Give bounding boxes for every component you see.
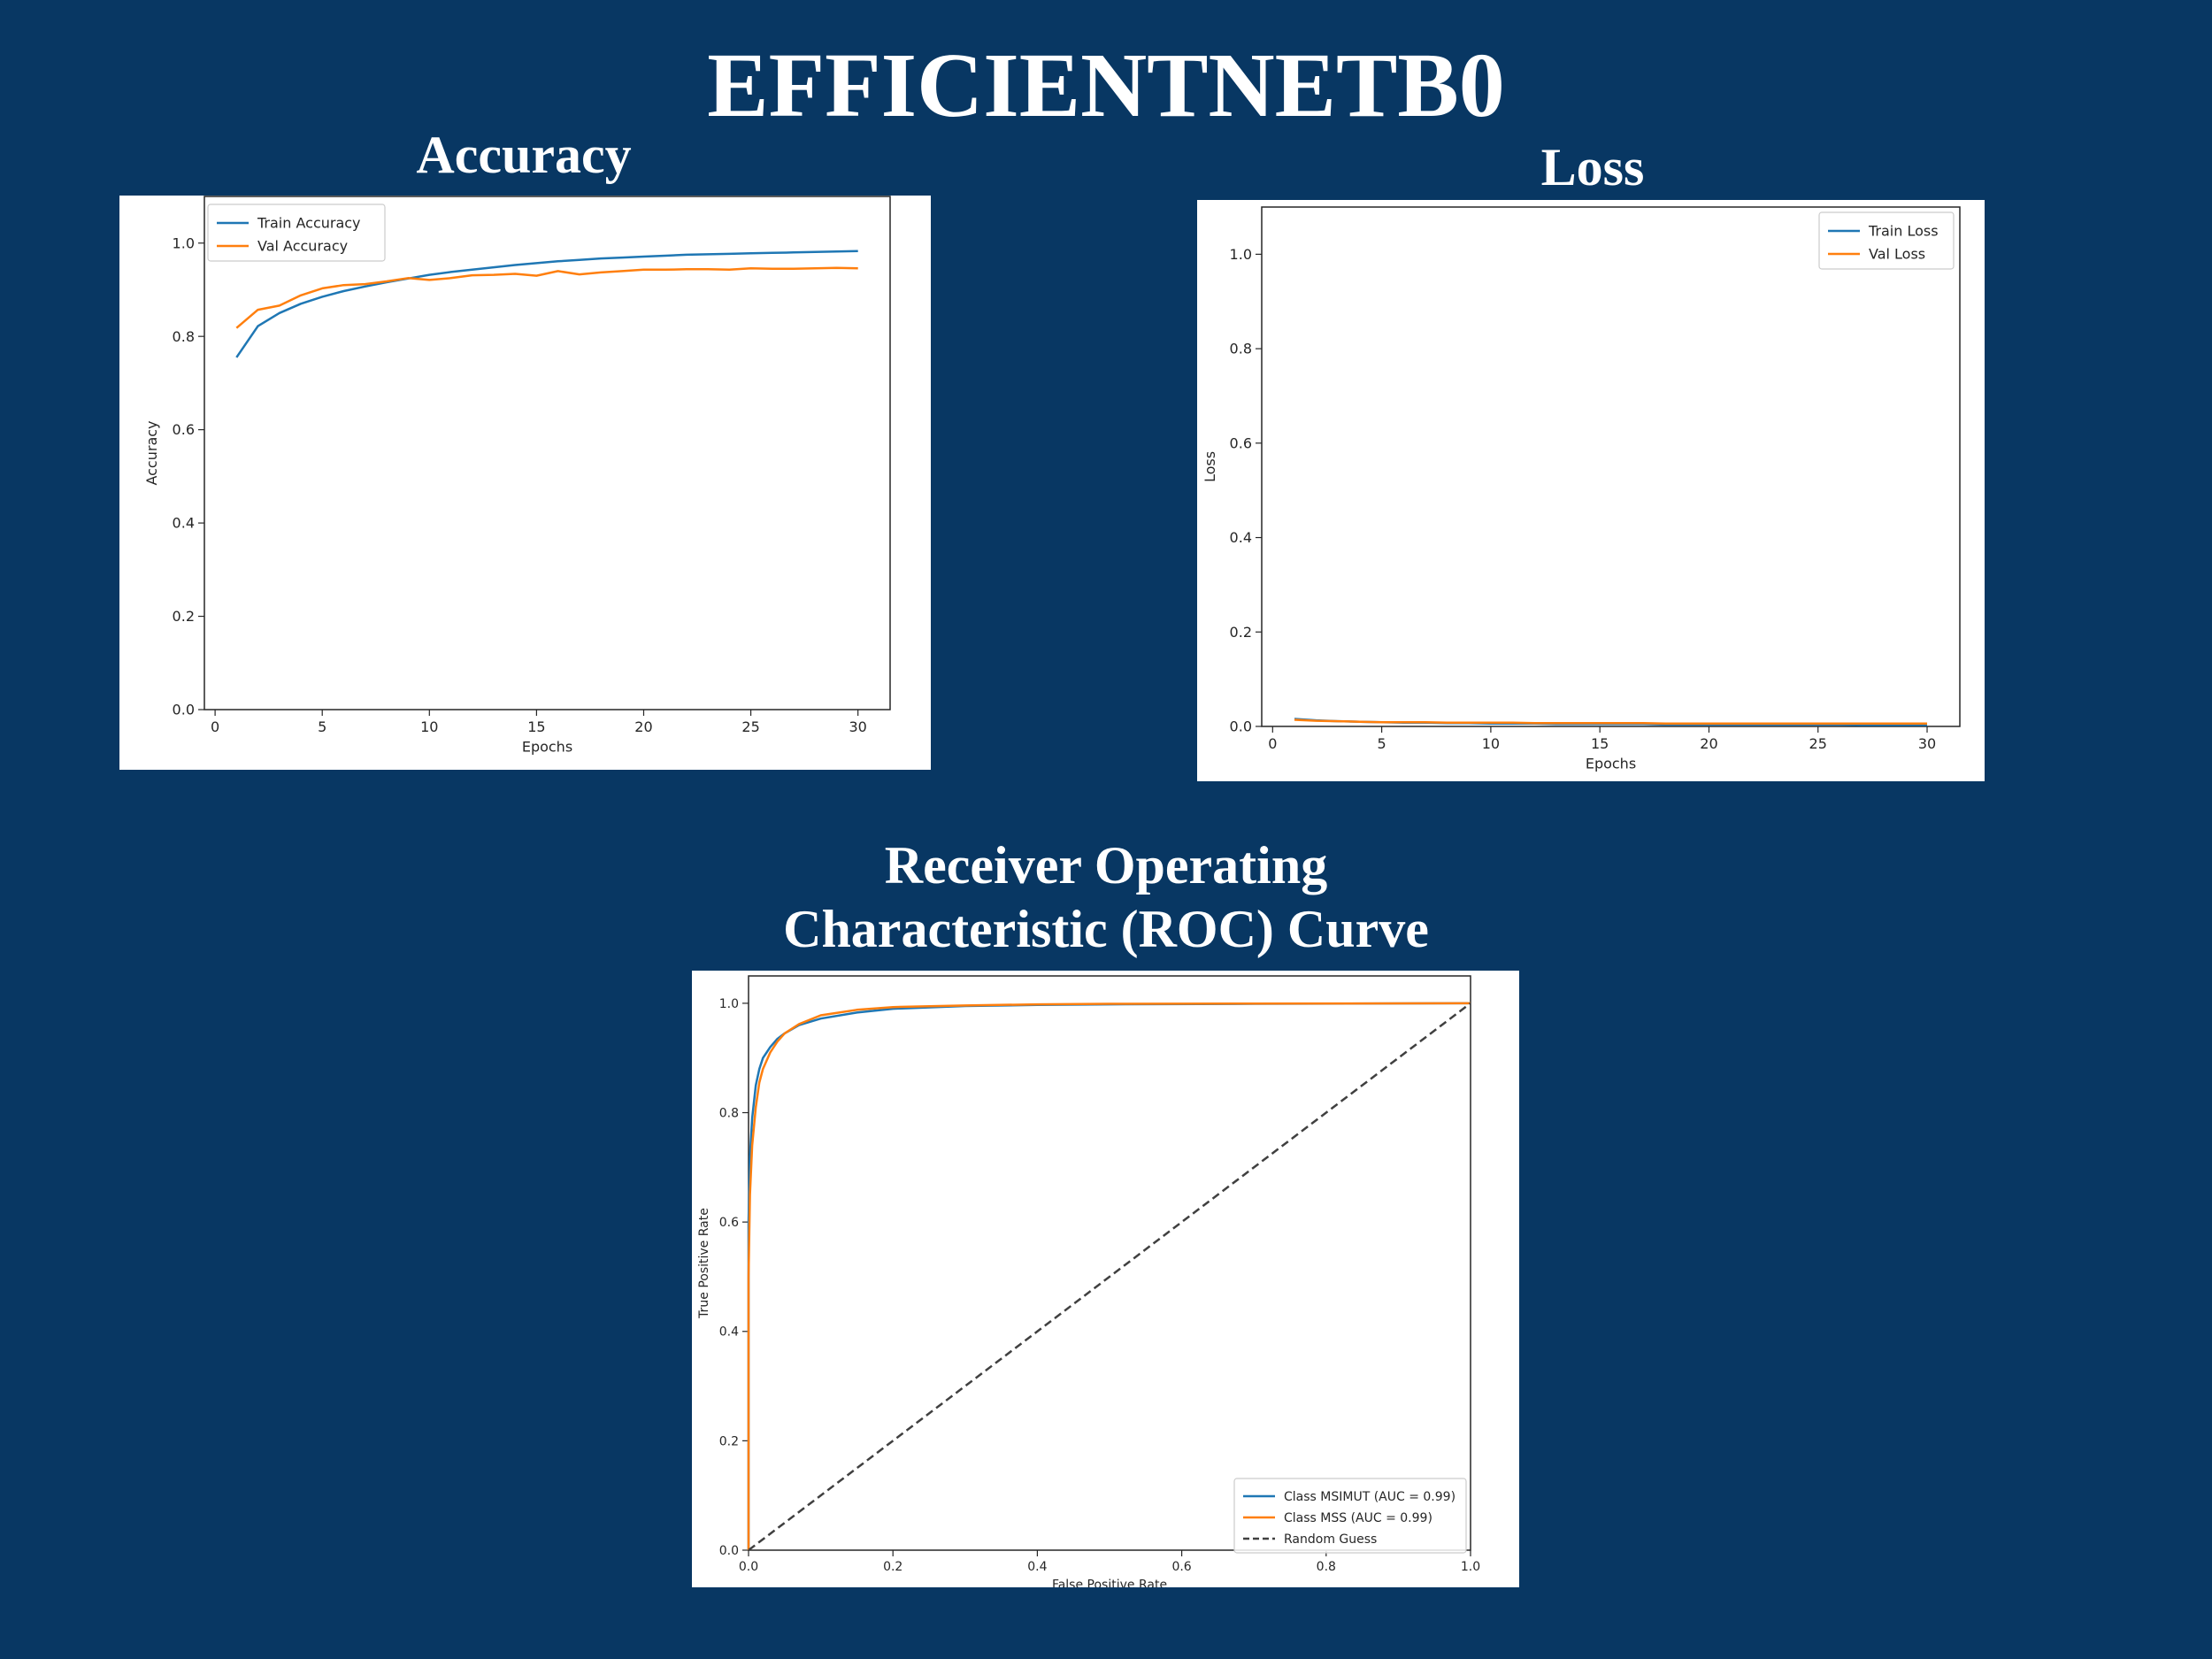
accuracy-x-tick-label: 30 — [849, 718, 866, 735]
roc-x-tick-label: 0.0 — [739, 1560, 758, 1574]
loss-plot-frame — [1261, 206, 1961, 727]
loss-chart: 0 5 10 15 20 25 30 0.0 0.2 0.4 0.6 0.8 1.0 Epochs Loss… — [1202, 206, 1961, 772]
loss-x-tick-label: 20 — [1700, 735, 1717, 752]
accuracy-chart: 0 5 10 15 20 25 30 0.0 0.2 0.4 0.6 0.8 1.0 Epochs Accu… — [143, 196, 891, 756]
roc-series-class-mss-auc-0-99 — [747, 1002, 1471, 1550]
roc-y-axis-label: True Positive Rate — [697, 1208, 711, 1319]
roc-x-tick-label: 0.6 — [1171, 1560, 1191, 1574]
loss-y-tick-label: 0.8 — [1230, 341, 1252, 357]
loss-y-tick-label: 0.0 — [1230, 718, 1252, 735]
accuracy-x-tick-label: 20 — [634, 718, 652, 735]
roc-y-tick-label: 0.8 — [719, 1106, 739, 1120]
loss-panel-title: Loss — [1540, 138, 1645, 196]
accuracy-x-tick-label: 5 — [318, 718, 326, 735]
loss-y-tick-label: 0.6 — [1230, 434, 1252, 451]
accuracy-y-tick-label: 1.0 — [173, 234, 195, 251]
roc-y-tick-label: 0.4 — [719, 1325, 739, 1340]
accuracy-panel-title: Accuracy — [416, 126, 632, 184]
accuracy-y-tick-label: 0.2 — [173, 608, 195, 625]
accuracy-y-tick-label: 0.8 — [173, 328, 195, 345]
roc-legend-label: Random Guess — [1284, 1532, 1377, 1547]
accuracy-legend-label: Val Accuracy — [257, 238, 348, 255]
roc-y-tick-label: 0.2 — [719, 1434, 739, 1448]
loss-x-axis-label: Epochs — [1586, 756, 1636, 772]
loss-y-axis-label: Loss — [1202, 451, 1218, 482]
roc-x-tick-label: 1.0 — [1461, 1560, 1480, 1574]
loss-x-tick-label: 10 — [1482, 735, 1500, 752]
accuracy-x-axis-label: Epochs — [522, 739, 572, 756]
accuracy-plot-frame — [204, 196, 891, 710]
accuracy-x-tick-label: 15 — [527, 718, 545, 735]
roc-chart-panel: 0.0 0.2 0.4 0.6 0.8 1.0 0.0 0.2 0.4 0.6 0.8 1.0 Fals… — [692, 971, 1519, 1587]
roc-title-line-2: Characteristic (ROC) Curve — [783, 900, 1429, 958]
loss-x-tick-label: 25 — [1809, 735, 1827, 752]
loss-x-tick-label: 0 — [1268, 735, 1277, 752]
loss-y-tick-label: 0.4 — [1230, 529, 1252, 546]
loss-legend-label: Val Loss — [1869, 246, 1925, 263]
roc-x-axis-label: False Positive Rate — [1052, 1578, 1167, 1587]
accuracy-chart-panel: 0 5 10 15 20 25 30 0.0 0.2 0.4 0.6 0.8 1.0 Epochs Accu… — [119, 196, 931, 770]
loss-x-tick-label: 5 — [1378, 735, 1386, 752]
loss-y-tick-label: 0.2 — [1230, 624, 1252, 641]
roc-panel-title: Receiver Operating Characteristic (ROC) … — [664, 833, 1548, 961]
loss-x-tick-label: 30 — [1918, 735, 1936, 752]
roc-x-tick-label: 0.2 — [883, 1560, 902, 1574]
accuracy-y-tick-label: 0.6 — [173, 421, 195, 438]
loss-x-tick-label: 15 — [1591, 735, 1609, 752]
roc-y-tick-label: 0.6 — [719, 1216, 739, 1230]
roc-title-line-1: Receiver Operating — [884, 836, 1328, 895]
roc-plot-frame — [748, 975, 1471, 1551]
accuracy-series-train-accuracy — [235, 250, 858, 358]
accuracy-y-axis-label: Accuracy — [143, 420, 160, 485]
accuracy-legend-box — [207, 204, 386, 262]
accuracy-legend-label: Train Accuracy — [257, 215, 361, 232]
accuracy-y-tick-label: 0.0 — [173, 702, 195, 718]
loss-chart-panel: 0 5 10 15 20 25 30 0.0 0.2 0.4 0.6 0.8 1.0 Epochs Loss… — [1197, 200, 1985, 781]
accuracy-x-tick-label: 25 — [741, 718, 759, 735]
loss-legend-label: Train Loss — [1868, 223, 1939, 240]
accuracy-series-val-accuracy — [235, 266, 858, 329]
roc-y-tick-label: 0.0 — [719, 1544, 739, 1558]
loss-series-val-loss — [1294, 718, 1927, 726]
roc-x-tick-label: 0.8 — [1317, 1560, 1336, 1574]
page-title: EFFICIENTNETB0 — [707, 35, 1505, 136]
roc-chart: 0.0 0.2 0.4 0.6 0.8 1.0 0.0 0.2 0.4 0.6 0.8 1.0 Fals… — [697, 975, 1480, 1587]
roc-y-tick-label: 1.0 — [719, 997, 739, 1011]
roc-legend-label: Class MSS (AUC = 0.99) — [1284, 1511, 1432, 1525]
accuracy-x-tick-label: 10 — [420, 718, 438, 735]
accuracy-x-tick-label: 0 — [211, 718, 219, 735]
loss-y-tick-label: 1.0 — [1230, 246, 1252, 263]
roc-legend-label: Class MSIMUT (AUC = 0.99) — [1284, 1490, 1455, 1504]
roc-x-tick-label: 0.4 — [1027, 1560, 1047, 1574]
accuracy-y-tick-label: 0.4 — [173, 515, 195, 532]
roc-series-random-guess — [748, 1002, 1471, 1551]
roc-legend-box — [1233, 1478, 1467, 1554]
